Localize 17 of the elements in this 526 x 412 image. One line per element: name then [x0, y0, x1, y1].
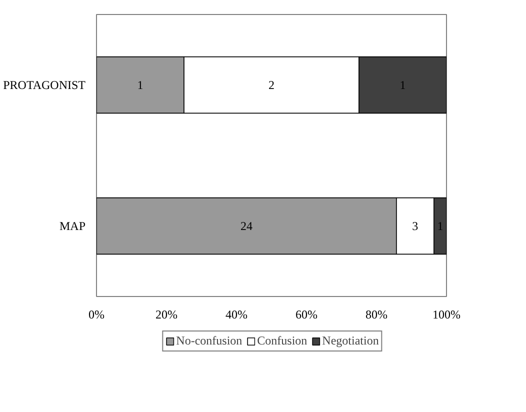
y-tick-label: MAP	[59, 219, 86, 233]
x-tick-label: 100%	[432, 308, 460, 322]
x-tick-label: 20%	[156, 308, 178, 322]
annotation: 1	[137, 78, 144, 92]
legend-label: No-confusion	[176, 334, 242, 348]
y-tick-label: PROTAGONIST	[3, 78, 86, 92]
x-tick-label: 80%	[366, 308, 388, 322]
annotation: 1	[400, 78, 406, 92]
legend-label: Negotiation	[322, 334, 379, 348]
x-tick-label: 0%	[88, 308, 104, 322]
x-tick-label: 40%	[226, 308, 248, 322]
annotation: 2	[268, 78, 274, 92]
annotation: 3	[412, 219, 418, 233]
annotation: 1	[437, 219, 444, 233]
x-tick-label: 60%	[296, 308, 318, 322]
annotation: 24	[240, 219, 252, 233]
legend-label: Confusion	[257, 334, 308, 348]
